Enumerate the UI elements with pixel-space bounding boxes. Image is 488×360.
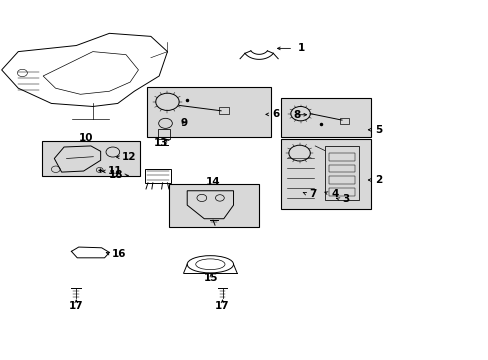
Bar xyxy=(281,98,370,137)
Bar xyxy=(218,107,229,114)
Text: 11: 11 xyxy=(108,166,122,176)
Bar xyxy=(325,146,358,200)
Text: 9: 9 xyxy=(180,118,187,128)
Text: 6: 6 xyxy=(272,109,280,120)
Bar xyxy=(328,176,354,184)
Text: 5: 5 xyxy=(374,125,382,135)
Bar xyxy=(42,140,140,176)
Text: 16: 16 xyxy=(112,248,126,258)
Text: 1: 1 xyxy=(298,44,305,53)
Text: 17: 17 xyxy=(215,301,229,311)
Text: 10: 10 xyxy=(79,133,93,143)
Text: 3: 3 xyxy=(341,194,348,204)
Text: 2: 2 xyxy=(374,175,382,185)
Text: 14: 14 xyxy=(205,177,220,187)
Text: 15: 15 xyxy=(203,273,218,283)
Bar xyxy=(328,153,354,161)
Text: 12: 12 xyxy=(122,152,136,162)
Text: 18: 18 xyxy=(109,170,123,180)
Bar xyxy=(158,129,169,139)
Text: 17: 17 xyxy=(69,301,83,311)
Bar xyxy=(147,87,271,137)
Text: 13: 13 xyxy=(153,138,167,148)
Bar xyxy=(328,165,354,172)
Bar xyxy=(168,184,259,226)
Bar xyxy=(328,188,354,196)
Text: 7: 7 xyxy=(308,189,316,199)
Text: 8: 8 xyxy=(293,110,300,120)
Bar xyxy=(281,139,370,209)
Bar xyxy=(339,118,348,125)
Bar xyxy=(144,168,171,183)
Text: 4: 4 xyxy=(330,189,338,199)
